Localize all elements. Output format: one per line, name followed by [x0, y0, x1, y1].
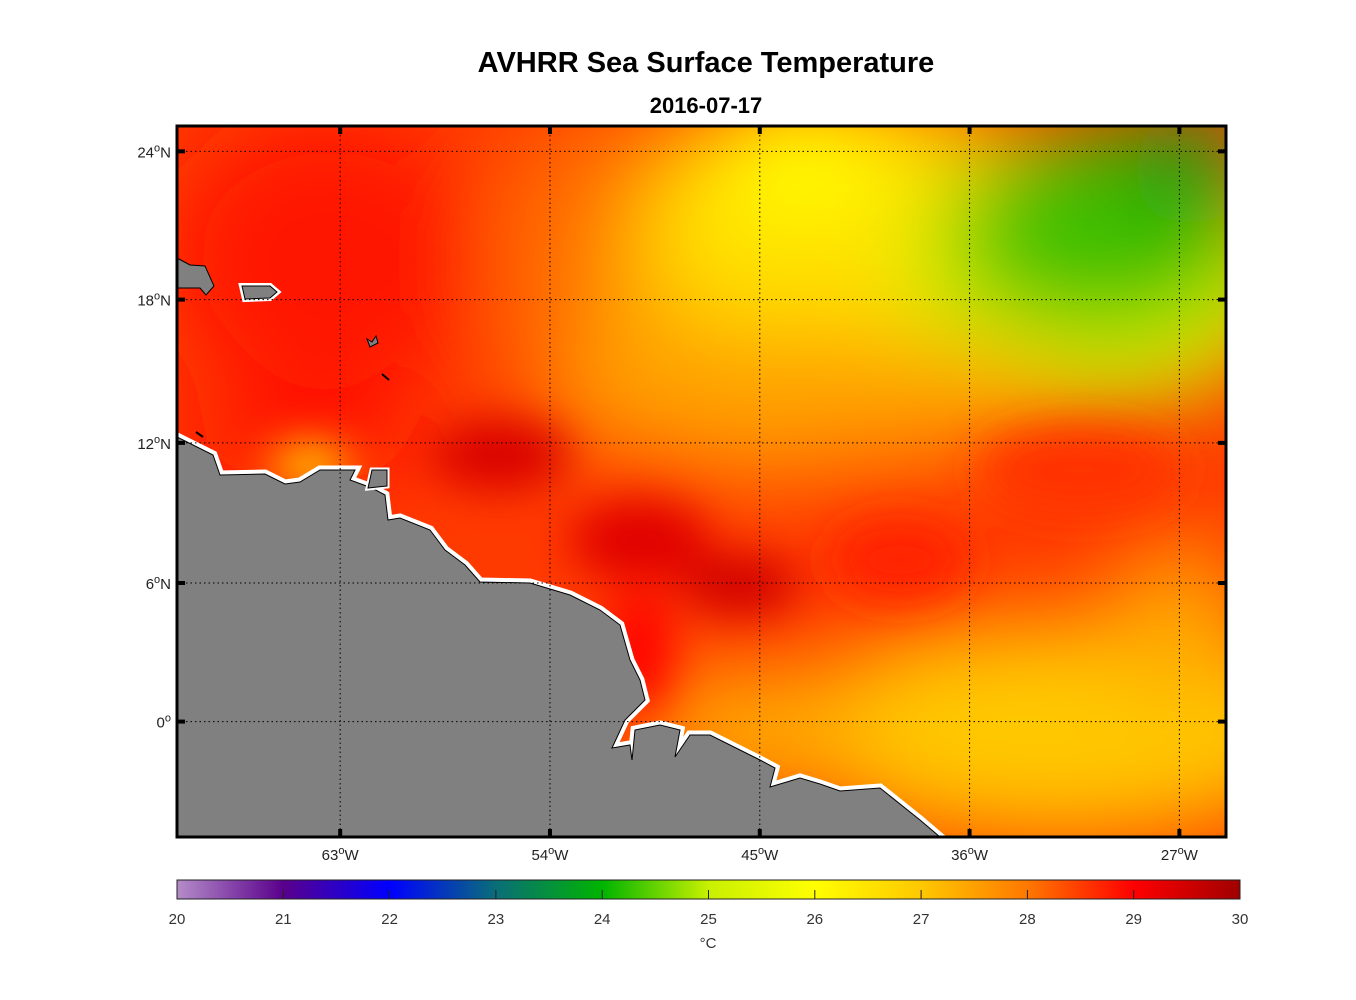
colorbar-tick-label: 21 [275, 911, 292, 928]
colorbar-tick-label: 23 [488, 911, 505, 928]
x-tick-label: 27oW [1161, 845, 1199, 864]
sst-field [177, 126, 1226, 837]
land-south-america [177, 431, 947, 837]
x-tick-label: 45oW [741, 845, 779, 864]
x-tick-label: 36oW [951, 845, 989, 864]
y-tick-label: 12oN [137, 434, 171, 453]
colorbar-tick-label: 29 [1125, 911, 1142, 928]
island-martinique [381, 373, 390, 381]
y-tick-label: 24oN [137, 142, 171, 161]
colorbar-tick-label: 30 [1232, 911, 1249, 928]
colorbar-tick-label: 22 [381, 911, 398, 928]
axis-ticks: 63oW 54oW 45oW 36oW 27oW 24oN 18oN 12oN 6oN 0o [137, 126, 1226, 864]
colorbar-tick-label: 26 [806, 911, 823, 928]
y-tick-label: 18oN [137, 291, 171, 310]
x-tick-label: 63oW [322, 845, 360, 864]
colorbar-tick-label: 27 [913, 911, 930, 928]
y-tick-label: 6oN [146, 574, 171, 593]
island-hispaniola [177, 257, 215, 296]
grid-lines [177, 126, 1226, 837]
chart-title: AVHRR Sea Surface Temperature [477, 47, 935, 79]
chart-subtitle: 2016-07-17 [649, 93, 763, 118]
colorbar-tick-label: 24 [594, 911, 611, 928]
island-grenada [195, 431, 204, 438]
x-tick-label: 54oW [531, 845, 569, 864]
y-tick-label: 0o [157, 713, 171, 732]
colorbar-unit-label: °C [700, 935, 717, 952]
colorbar-tick-label: 25 [700, 911, 717, 928]
colorbar-tick-label: 28 [1019, 911, 1036, 928]
colorbar-ticks: 20 21 22 23 24 25 26 27 28 29 30 [169, 890, 1249, 928]
colorbar-tick-label: 20 [169, 911, 186, 928]
island-guadeloupe [366, 334, 379, 348]
island-trinidad-outline [367, 469, 388, 489]
plot-frame [175, 124, 1228, 839]
